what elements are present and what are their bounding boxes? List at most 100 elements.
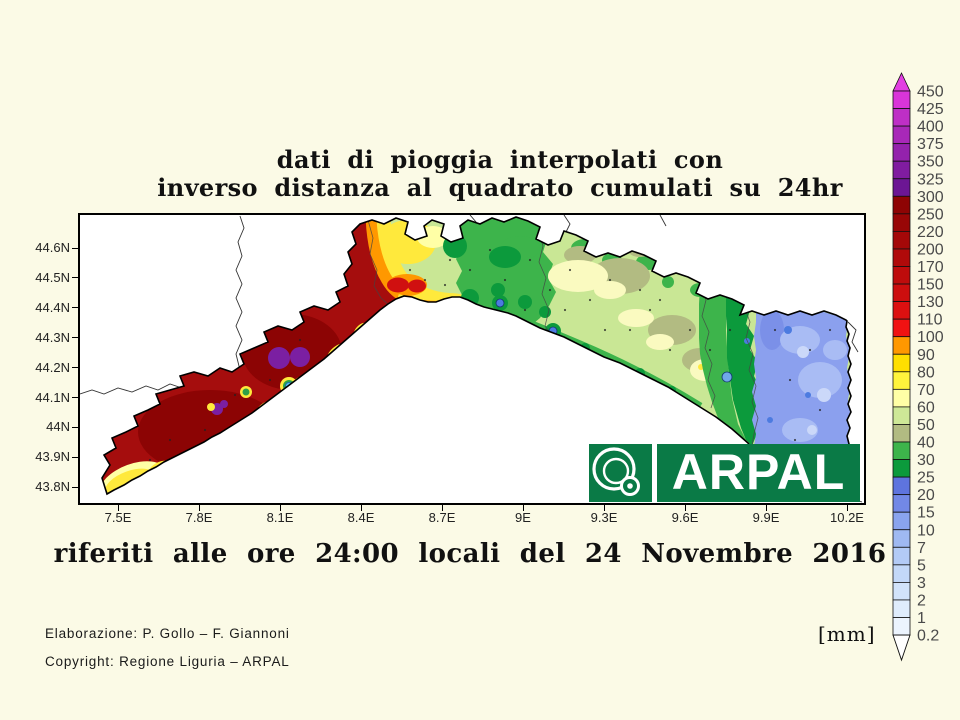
colorbar-level-label: 50	[917, 417, 935, 434]
colorbar-level-label: 3	[917, 575, 926, 592]
colorbar-cell	[892, 178, 911, 197]
colorbar-level-label: 300	[917, 189, 944, 206]
map-panel: ARPAL	[78, 213, 866, 505]
colorbar-cell	[892, 494, 911, 513]
colorbar-level-label: 170	[917, 259, 944, 276]
colorbar-level-label: 0.2	[917, 628, 939, 645]
x-tick-mark	[280, 505, 281, 511]
y-tick-mark	[72, 486, 78, 488]
colorbar-level-label: 250	[917, 206, 944, 223]
y-tick-mark	[72, 307, 78, 309]
colorbar-level-label: 325	[917, 171, 944, 188]
colorbar-legend: 450 425 400 375 350 325 300 250 220 200 170 150 130 1…	[891, 70, 955, 670]
colorbar-level-label: 40	[917, 435, 935, 452]
east-dark-green-band	[726, 296, 763, 446]
y-tick-mark	[72, 426, 78, 428]
colorbar-level-label: 80	[917, 364, 935, 381]
x-tick-label: 9.6E	[671, 510, 699, 525]
y-tick-label: 43.8N	[35, 479, 70, 495]
colorbar-level-label: 425	[917, 101, 944, 118]
liguria-boundary	[101, 216, 852, 496]
y-tick-mark	[72, 337, 78, 339]
title-line-1: dati di pioggia interpolati con	[276, 145, 724, 174]
colorbar-level-label: 130	[917, 294, 944, 311]
credit-copyright: Copyright: Regione Liguria – ARPAL	[45, 654, 290, 669]
x-tick-label: 8.7E	[428, 510, 456, 525]
colorbar-cell	[892, 353, 911, 373]
y-tick-label: 44.4N	[35, 299, 70, 315]
colorbar-cell	[892, 248, 911, 267]
y-tick-label: 44N	[46, 419, 70, 435]
colorbar-cell	[892, 143, 911, 162]
y-tick-label: 44.2N	[35, 359, 70, 375]
y-tick-mark	[72, 397, 78, 398]
colorbar-level-label: 2	[917, 592, 926, 609]
colorbar-cell	[892, 266, 911, 285]
colorbar-cell	[892, 599, 911, 618]
arpal-logo-mark	[589, 444, 652, 502]
y-tick-label: 44.1N	[35, 389, 70, 405]
logo-divider	[652, 444, 657, 502]
x-tick-mark	[523, 505, 524, 511]
x-tick-label: 8.1E	[266, 510, 294, 525]
rain-band-blue-east	[752, 305, 851, 476]
colorbar-level-label: 1	[917, 610, 926, 627]
x-tick-label: 9E	[515, 510, 531, 525]
colorbar-level-label: 110	[917, 312, 943, 329]
colorbar-level-label: 15	[917, 505, 935, 522]
figure-title: dati di pioggia interpolati con inverso …	[50, 145, 950, 203]
x-tick-mark	[766, 505, 767, 511]
colorbar-level-label: 70	[917, 382, 935, 399]
x-tick-mark	[442, 505, 443, 511]
colorbar-cell	[892, 424, 911, 443]
colorbar-level-label: 60	[917, 399, 935, 416]
y-tick-label: 44.5N	[35, 269, 70, 285]
colorbar-cell	[892, 195, 911, 215]
colorbar-level-label: 220	[917, 224, 944, 241]
colorbar-level-label: 5	[917, 557, 926, 574]
y-tick-label: 43.9N	[35, 449, 70, 465]
date-caption: riferiti alle ore 24:00 locali del 24 No…	[53, 539, 887, 569]
colorbar-cell	[892, 441, 911, 460]
x-tick-mark	[118, 505, 119, 511]
colorbar-cell	[892, 511, 911, 531]
colorbar-level-label: 90	[917, 347, 935, 364]
colorbar-level-label: 30	[917, 452, 935, 469]
east-medium-green-band	[699, 286, 754, 452]
arpal-logo: ARPAL	[589, 444, 860, 502]
y-tick-mark	[72, 277, 78, 279]
colorbar-cell	[892, 108, 911, 127]
colorbar-cell	[892, 318, 911, 338]
colorbar-cell	[892, 371, 911, 390]
colorbar-level-label: 350	[917, 154, 944, 171]
colorbar-cell	[892, 230, 911, 250]
colorbar-level-label: 10	[917, 522, 935, 539]
colorbar-cell	[892, 459, 911, 478]
x-tick-mark	[847, 505, 848, 511]
y-tick-label: 44.3N	[35, 329, 70, 345]
x-tick-mark	[685, 505, 686, 511]
y-tick-mark	[72, 247, 78, 249]
y-tick-mark	[72, 456, 78, 458]
colorbar-cell	[892, 283, 911, 303]
colorbar-level-label: 7	[917, 540, 926, 557]
colorbar-level-label: 450	[917, 84, 944, 101]
colorbar-cell	[892, 90, 911, 109]
colorbar-cell	[892, 617, 911, 636]
rain-red-spot-2	[408, 279, 426, 293]
y-tick-mark	[72, 367, 78, 369]
colorbar-cell	[892, 336, 911, 355]
x-tick-label: 7.5E	[104, 510, 132, 525]
x-tick-mark	[199, 505, 200, 511]
colorbar-cell	[892, 476, 911, 496]
rain-red-spot-1	[387, 277, 409, 293]
colorbar-cell	[892, 406, 911, 425]
x-tick-label: 10.2E	[830, 510, 864, 525]
colorbar-cell	[892, 582, 911, 601]
arpal-logo-text: ARPAL	[671, 444, 846, 500]
rain-band-over-300-blobs	[211, 347, 310, 415]
colorbar-level-label: 200	[917, 241, 944, 258]
x-tick-label: 8.4E	[347, 510, 375, 525]
colorbar-level-label: 150	[917, 277, 944, 294]
